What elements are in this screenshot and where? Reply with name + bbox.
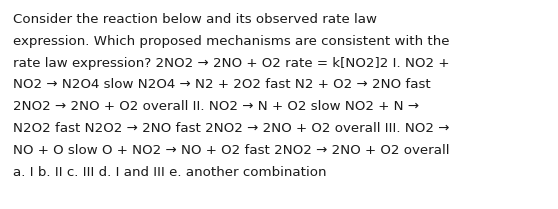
- Text: Consider the reaction below and its observed rate law: Consider the reaction below and its obse…: [13, 13, 377, 26]
- Text: NO2 → N2O4 slow N2O4 → N2 + 2O2 fast N2 + O2 → 2NO fast: NO2 → N2O4 slow N2O4 → N2 + 2O2 fast N2 …: [13, 78, 431, 91]
- Text: N2O2 fast N2O2 → 2NO fast 2NO2 → 2NO + O2 overall III. NO2 →: N2O2 fast N2O2 → 2NO fast 2NO2 → 2NO + O…: [13, 122, 450, 135]
- Text: NO + O slow O + NO2 → NO + O2 fast 2NO2 → 2NO + O2 overall: NO + O slow O + NO2 → NO + O2 fast 2NO2 …: [13, 144, 450, 157]
- Text: expression. Which proposed mechanisms are consistent with the: expression. Which proposed mechanisms ar…: [13, 35, 450, 48]
- Text: 2NO2 → 2NO + O2 overall II. NO2 → N + O2 slow NO2 + N →: 2NO2 → 2NO + O2 overall II. NO2 → N + O2…: [13, 100, 419, 113]
- Text: a. I b. II c. III d. I and III e. another combination: a. I b. II c. III d. I and III e. anothe…: [13, 166, 326, 179]
- Text: rate law expression? 2NO2 → 2NO + O2 rate = k[NO2]2 I. NO2 +: rate law expression? 2NO2 → 2NO + O2 rat…: [13, 57, 450, 70]
